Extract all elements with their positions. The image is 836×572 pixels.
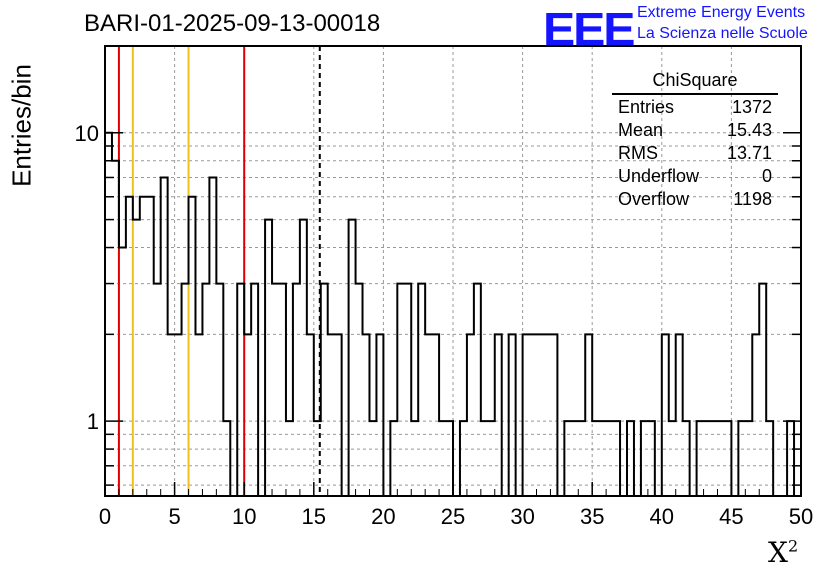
stats-row: Entries 1372 — [612, 96, 778, 119]
histogram-outline — [105, 131, 801, 497]
x-tick-label: 25 — [441, 504, 465, 529]
stats-row: Underflow 0 — [612, 165, 778, 188]
axis-ticks — [104, 45, 802, 496]
stats-title: ChiSquare — [612, 70, 778, 95]
eee-logo: EEE — [543, 3, 635, 55]
x-tick-label: 5 — [168, 504, 180, 529]
stats-value: 0 — [761, 166, 772, 186]
x-axis-label-exponent: 2 — [787, 536, 799, 556]
y-axis-label: Entries/bin — [6, 64, 37, 187]
y-tick-label: 10 — [75, 121, 99, 146]
logo-line-1: Extreme Energy Events — [637, 4, 806, 21]
reference-lines — [117, 46, 321, 496]
stats-label: Entries — [618, 97, 675, 117]
x-tick-label: 35 — [580, 504, 604, 529]
stats-row: Mean 15.43 — [612, 119, 778, 142]
x-tick-label: 20 — [371, 504, 395, 529]
x-tick-label: 45 — [719, 504, 743, 529]
chart-title: BARI-01-2025-09-13-00018 — [84, 10, 381, 37]
stats-label: Overflow — [618, 189, 690, 209]
logo-line-2: La Scienza nelle Scuole — [637, 25, 808, 42]
stats-label: Mean — [618, 120, 664, 140]
x-axis-label-base: X — [768, 536, 788, 569]
stats-box: ChiSquare Entries 1372 Mean 15.43 RMS 13.71… — [612, 70, 778, 211]
y-tick-label: 1 — [87, 409, 99, 434]
x-tick-label: 50 — [789, 504, 813, 529]
tick-labels: 0 5 10 15 20 25 30 35 40 45 50 1 10 — [75, 121, 814, 529]
stats-row: RMS 13.71 — [612, 142, 778, 165]
stats-value: 13.71 — [726, 143, 772, 163]
x-axis-label: X2 — [768, 536, 798, 569]
stats-value: 15.43 — [726, 120, 772, 140]
stats-label: RMS — [618, 143, 658, 163]
stats-row: Overflow 1198 — [612, 188, 778, 211]
stats-label: Underflow — [618, 166, 700, 186]
stats-value: 1372 — [731, 97, 772, 117]
x-tick-label: 15 — [302, 504, 326, 529]
x-tick-label: 0 — [99, 504, 111, 529]
stats-value: 1198 — [733, 189, 772, 209]
x-tick-label: 30 — [510, 504, 534, 529]
x-tick-label: 40 — [650, 504, 674, 529]
x-tick-label: 10 — [232, 504, 256, 529]
